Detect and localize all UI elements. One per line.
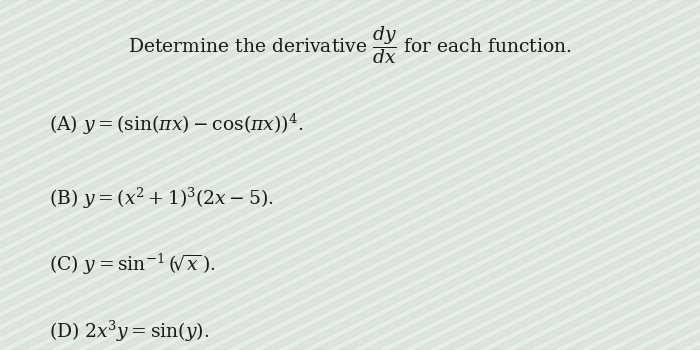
Text: (D) $2x^{3}y = \sin(y)$.: (D) $2x^{3}y = \sin(y)$. bbox=[49, 318, 209, 344]
Text: (A) $y = (\sin(\pi x) - \cos(\pi x))^{4}$.: (A) $y = (\sin(\pi x) - \cos(\pi x))^{4}… bbox=[49, 112, 303, 137]
Text: (C) $y = \sin^{-1}(\!\sqrt{x}\,)$.: (C) $y = \sin^{-1}(\!\sqrt{x}\,)$. bbox=[49, 252, 216, 277]
Text: (B) $y = (x^{2}+1)^{3}(2x-5)$.: (B) $y = (x^{2}+1)^{3}(2x-5)$. bbox=[49, 186, 274, 211]
Text: Determine the derivative $\dfrac{dy}{dx}$ for each function.: Determine the derivative $\dfrac{dy}{dx}… bbox=[128, 25, 572, 66]
